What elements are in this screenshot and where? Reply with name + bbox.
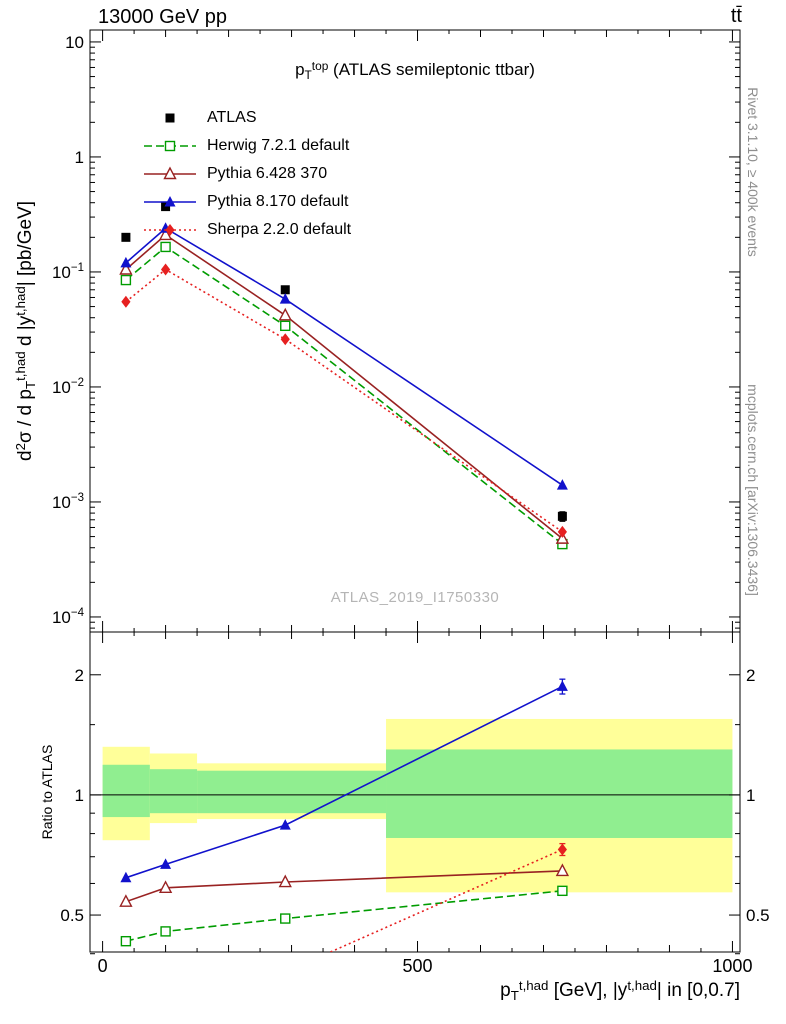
uncertainty-bands xyxy=(102,718,733,893)
series-herwig-7-2-1-default xyxy=(120,885,568,947)
legend-item-atlas: ATLAS xyxy=(142,104,351,132)
legend-item-sherpa: Sherpa 2.2.0 default xyxy=(142,216,351,244)
svg-text:10−4: 10−4 xyxy=(52,607,85,627)
x-axis-label: pTt,had [GeV], |yt,had| in [0,0.7] xyxy=(500,978,740,1004)
legend-item-herwig: Herwig 7.2.1 default xyxy=(142,132,351,160)
ratio-panel-frame xyxy=(89,631,741,953)
analysis-id-watermark: ATLAS_2019_I1750330 xyxy=(330,589,500,606)
legend-item-pythia6: Pythia 6.428 370 xyxy=(142,160,351,188)
svg-text:10−3: 10−3 xyxy=(52,492,84,512)
legend-label: Pythia 6.428 370 xyxy=(207,165,328,182)
svg-text:10−2: 10−2 xyxy=(52,377,84,397)
legend-item-pythia8: Pythia 8.170 default xyxy=(142,188,351,216)
svg-text:2: 2 xyxy=(746,666,755,685)
atlas-marker-icon xyxy=(165,113,175,123)
series-pythia-6-428-370 xyxy=(119,863,570,907)
svg-text:10: 10 xyxy=(65,33,84,52)
ratio-axis-label: Ratio to ATLAS xyxy=(39,744,55,840)
series-pythia-6-428-370 xyxy=(119,227,570,544)
svg-text:1: 1 xyxy=(746,786,755,805)
svg-text:1000: 1000 xyxy=(712,956,752,976)
series-pythia-8-170-default xyxy=(120,678,568,883)
svg-text:0.5: 0.5 xyxy=(746,906,770,925)
pythia8-marker-icon xyxy=(144,196,196,207)
series-sherpa-2-2-0-default xyxy=(121,263,567,538)
herwig-marker-icon xyxy=(144,140,196,152)
pythia6-marker-icon xyxy=(144,166,196,180)
rivet-version-note: Rivet 3.1.10, ≥ 400k events xyxy=(745,87,761,257)
svg-text:0.5: 0.5 xyxy=(60,906,84,925)
legend-label: Herwig 7.2.1 default xyxy=(207,137,350,154)
svg-text:1: 1 xyxy=(75,148,84,167)
svg-text:0: 0 xyxy=(98,956,108,976)
process-label: tt̄ xyxy=(730,5,742,27)
sherpa-marker-icon xyxy=(144,224,196,236)
beam-energy-label: 13000 GeV pp xyxy=(98,6,227,28)
series-sherpa-2-2-0-default xyxy=(328,842,567,952)
plot-title: pTtop (ATLAS semileptonic ttbar) xyxy=(295,58,535,82)
mcplots-reference-note: mcplots.cern.ch [arXiv:1306.3436] xyxy=(745,384,761,596)
svg-text:2: 2 xyxy=(75,666,84,685)
y-axis-label: d2σ / d pTt,had d |yt,had| [pb/GeV] xyxy=(13,200,39,462)
svg-text:1: 1 xyxy=(75,786,84,805)
series-herwig-7-2-1-default xyxy=(120,241,568,550)
legend-label: ATLAS xyxy=(207,109,257,126)
legend-label: Sherpa 2.2.0 default xyxy=(207,221,352,238)
legend-label: Pythia 8.170 default xyxy=(207,193,349,210)
svg-text:500: 500 xyxy=(402,956,432,976)
svg-text:10−1: 10−1 xyxy=(52,262,84,282)
legend: ATLAS Herwig 7.2.1 default Pythia 6.428 … xyxy=(142,104,351,244)
